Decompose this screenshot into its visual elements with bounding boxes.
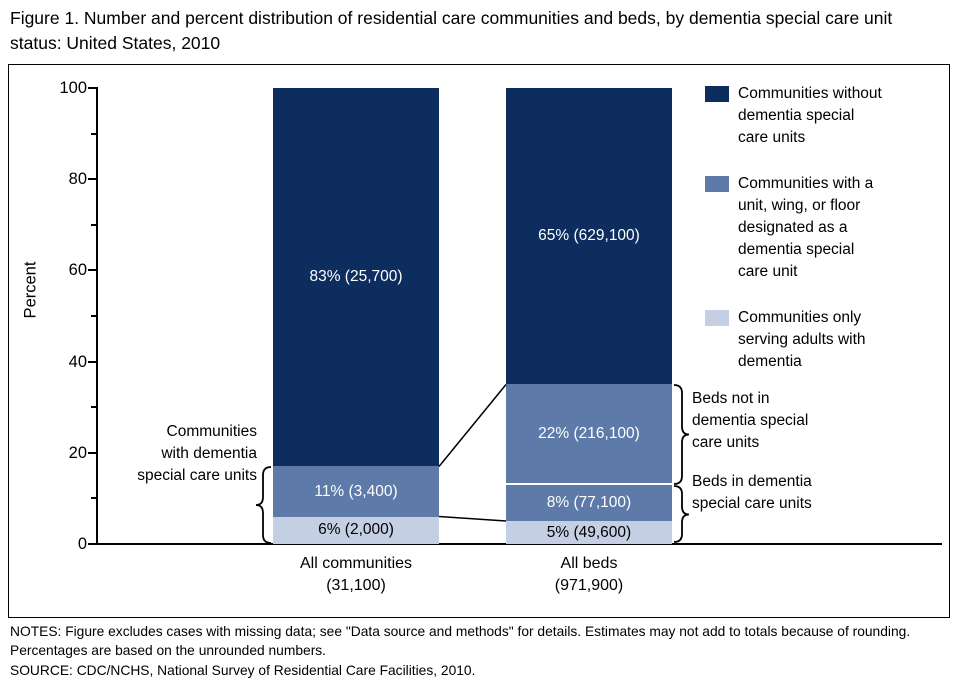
y-tick-label: 80 (68, 170, 87, 189)
y-minor-tick-mark (91, 132, 97, 135)
legend-label: Communities with a unit, wing, or floor … (738, 175, 874, 280)
legend-item: Communities with a unit, wing, or floor … (705, 173, 888, 283)
x-axis-label-line: (31,100) (326, 577, 386, 594)
y-minor-tick-mark (91, 406, 97, 409)
x-axis-label: All communities (31,100) (236, 553, 476, 597)
figure-title: Figure 1. Number and percent distributio… (10, 8, 893, 53)
bar-segment: 6% (2,000) (273, 516, 439, 544)
annotation-beds-not-in-scu: Beds not in dementia special care units (692, 390, 809, 451)
legend-swatch (705, 86, 729, 102)
y-tick-label: 60 (68, 261, 87, 280)
y-tick-mark (88, 360, 97, 363)
y-tick-label: 0 (77, 535, 87, 553)
bar-segment-label: 83% (25,700) (309, 268, 403, 286)
y-minor-tick-mark (91, 497, 97, 500)
x-axis-label-line: All communities (299, 555, 413, 572)
y-tick-mark (88, 269, 97, 272)
y-tick-mark (88, 87, 97, 89)
y-minor-tick-mark (91, 315, 97, 317)
legend-item: Communities only serving adults with dem… (705, 307, 888, 373)
bar-segment-label: 22% (216,100) (538, 424, 640, 442)
bar-segment: 83% (25,700) (273, 88, 439, 467)
legend-label: Communities only serving adults with dem… (738, 309, 866, 370)
legend-swatch (705, 310, 729, 326)
figure-source: SOURCE: CDC/NCHS, National Survey of Res… (10, 663, 476, 678)
x-axis-label: All beds (971,900) (469, 553, 709, 597)
stacked-bar-all-communities: 6% (2,000) 11% (3,400) 83% (25,700) (273, 88, 439, 544)
y-tick-mark (88, 543, 97, 545)
y-tick-mark (88, 178, 97, 181)
bar-segment-label: 6% (2,000) (318, 521, 394, 539)
bars: 6% (2,000) 11% (3,400) 83% (25,700) 5% (49,… (9, 65, 949, 617)
y-minor-tick-mark (91, 223, 97, 226)
bar-segment-label: 65% (629,100) (538, 227, 640, 245)
x-axis-label-line: (971,900) (554, 577, 624, 594)
bar-segment: 8% (77,100) (506, 484, 672, 522)
annotation-beds-in-scu: Beds in dementia special care units (692, 473, 812, 512)
y-axis-line (96, 87, 98, 545)
y-tick-label: 20 (68, 443, 87, 462)
bar-segment-label: 8% (77,100) (546, 493, 632, 511)
figure-notes: NOTES: Figure excludes cases with missin… (10, 624, 911, 658)
bar-segment: 65% (629,100) (506, 88, 672, 385)
chart-area: Percent 0 20 40 60 80 100 6% (2,000) 11% (3,40… (8, 64, 950, 618)
stacked-bar-all-beds: 5% (49,600) 8% (77,100) 22% (216,100) 65% (… (506, 88, 672, 544)
bar-segment: 11% (3,400) (273, 466, 439, 517)
x-axis-label-line: All beds (560, 555, 618, 572)
bar-segment-label: 5% (49,600) (546, 523, 632, 541)
legend-label: Communities without dementia special car… (738, 85, 882, 146)
x-axis-line (96, 543, 942, 545)
legend-item: Communities without dementia special car… (705, 83, 888, 149)
y-tick-label: 100 (59, 79, 87, 97)
y-tick-mark (88, 451, 97, 454)
y-tick-label: 40 (68, 352, 87, 371)
legend: Communities without dementia special car… (705, 83, 888, 373)
bar-segment: 22% (216,100) (506, 384, 672, 485)
legend-swatch (705, 176, 729, 192)
bar-segment-label: 11% (3,400) (314, 482, 398, 500)
bar-segment: 5% (49,600) (506, 521, 672, 544)
annotation-communities-with-scu: Communities with dementia special care u… (137, 423, 257, 484)
